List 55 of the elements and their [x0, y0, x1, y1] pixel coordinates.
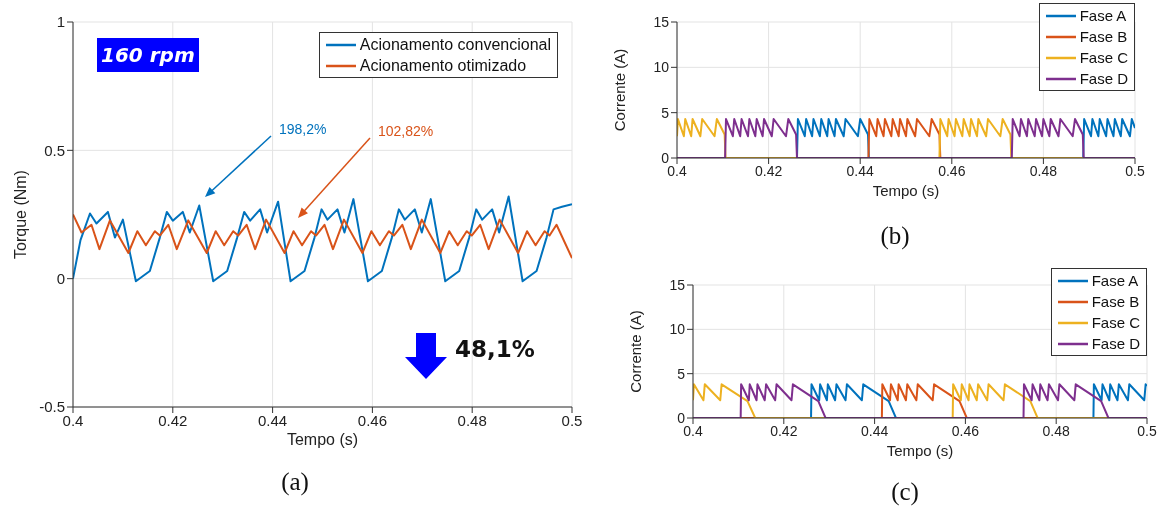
line-series: [73, 195, 572, 283]
x-axis-title: Tempo (s): [886, 442, 954, 459]
x-tick-label: 0.48: [1042, 422, 1071, 439]
annotation: 198,2%: [279, 121, 327, 137]
text: (c): [891, 478, 919, 506]
x-axis-title: Tempo (s): [872, 182, 940, 199]
x-tick-label: 0.5: [1125, 162, 1145, 179]
x-tick-label: 0.4: [667, 162, 687, 179]
legend-label: Fase B: [1091, 292, 1140, 312]
legend-label: Fase C: [1079, 48, 1128, 68]
y-tick-label: 10: [653, 59, 670, 76]
legend-label: Fase A: [1091, 271, 1139, 291]
x-tick-label: 0.44: [258, 411, 288, 429]
y-tick-label: 5: [677, 365, 686, 382]
y-tick-label: 0: [677, 409, 686, 426]
x-axis-title: Tempo (s): [286, 431, 359, 448]
legend-label: Fase D: [1079, 69, 1128, 89]
y-axis-title: Torque (Nm): [11, 170, 29, 259]
x-tick-label: 0.48: [1029, 162, 1058, 179]
y-tick-label: 15: [669, 276, 686, 293]
x-tick-label: 0.5: [1137, 422, 1157, 439]
x-tick-label: 0.46: [951, 422, 980, 439]
x-tick-label: 0.5: [561, 411, 583, 429]
y-tick-label: 0.5: [44, 141, 65, 159]
y-tick-label: 15: [653, 13, 670, 30]
legend-label: Fase A: [1079, 6, 1127, 26]
y-tick-label: 0: [56, 269, 65, 287]
x-tick-label: 0.46: [357, 411, 387, 429]
y-tick-label: -0.5: [39, 398, 65, 416]
annotation: 102,82%: [378, 123, 434, 139]
legend-label: Acionamento convencional: [359, 35, 551, 55]
legend-label: Fase C: [1091, 313, 1140, 333]
x-tick-label: 0.42: [770, 422, 798, 439]
x-tick-label: 0.4: [683, 422, 703, 439]
x-tick-label: 0.44: [860, 422, 889, 439]
y-tick-label: 0: [661, 149, 670, 166]
x-tick-label: 0.46: [938, 162, 966, 179]
y-axis-title: Corrente (A): [627, 310, 645, 393]
text: (a): [281, 468, 309, 496]
annotation: 160 rpm: [97, 38, 199, 72]
x-tick-label: 0.48: [457, 411, 487, 429]
annotation: 48,1%: [455, 336, 535, 362]
legend-label: Fase D: [1091, 334, 1140, 354]
y-tick-label: 1: [56, 13, 65, 31]
x-tick-label: 0.42: [754, 162, 783, 179]
x-tick-label: 0.4: [62, 411, 84, 429]
legend-label: Acionamento otimizado: [359, 56, 527, 76]
x-tick-label: 0.42: [158, 411, 188, 429]
text: (b): [880, 222, 910, 250]
y-tick-label: 5: [661, 104, 670, 121]
legend-label: Fase B: [1079, 27, 1128, 47]
x-tick-label: 0.44: [846, 162, 875, 179]
y-tick-label: 10: [669, 321, 686, 338]
line-series: [73, 213, 572, 260]
y-axis-title: Corrente (A): [611, 48, 629, 132]
